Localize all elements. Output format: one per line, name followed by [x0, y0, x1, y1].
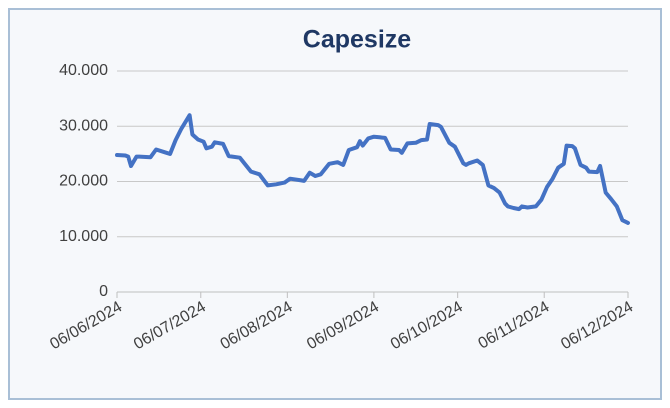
data-line — [115, 113, 630, 225]
chart-title: Capesize — [303, 26, 411, 54]
y-tick-label: 40.000 — [59, 62, 108, 79]
y-tick-label: 20.000 — [59, 173, 108, 190]
y-tick-label: 0 — [99, 283, 108, 300]
y-tick-label: 30.000 — [59, 117, 108, 134]
y-tick-label: 10.000 — [59, 228, 108, 245]
chart-frame — [8, 8, 662, 400]
